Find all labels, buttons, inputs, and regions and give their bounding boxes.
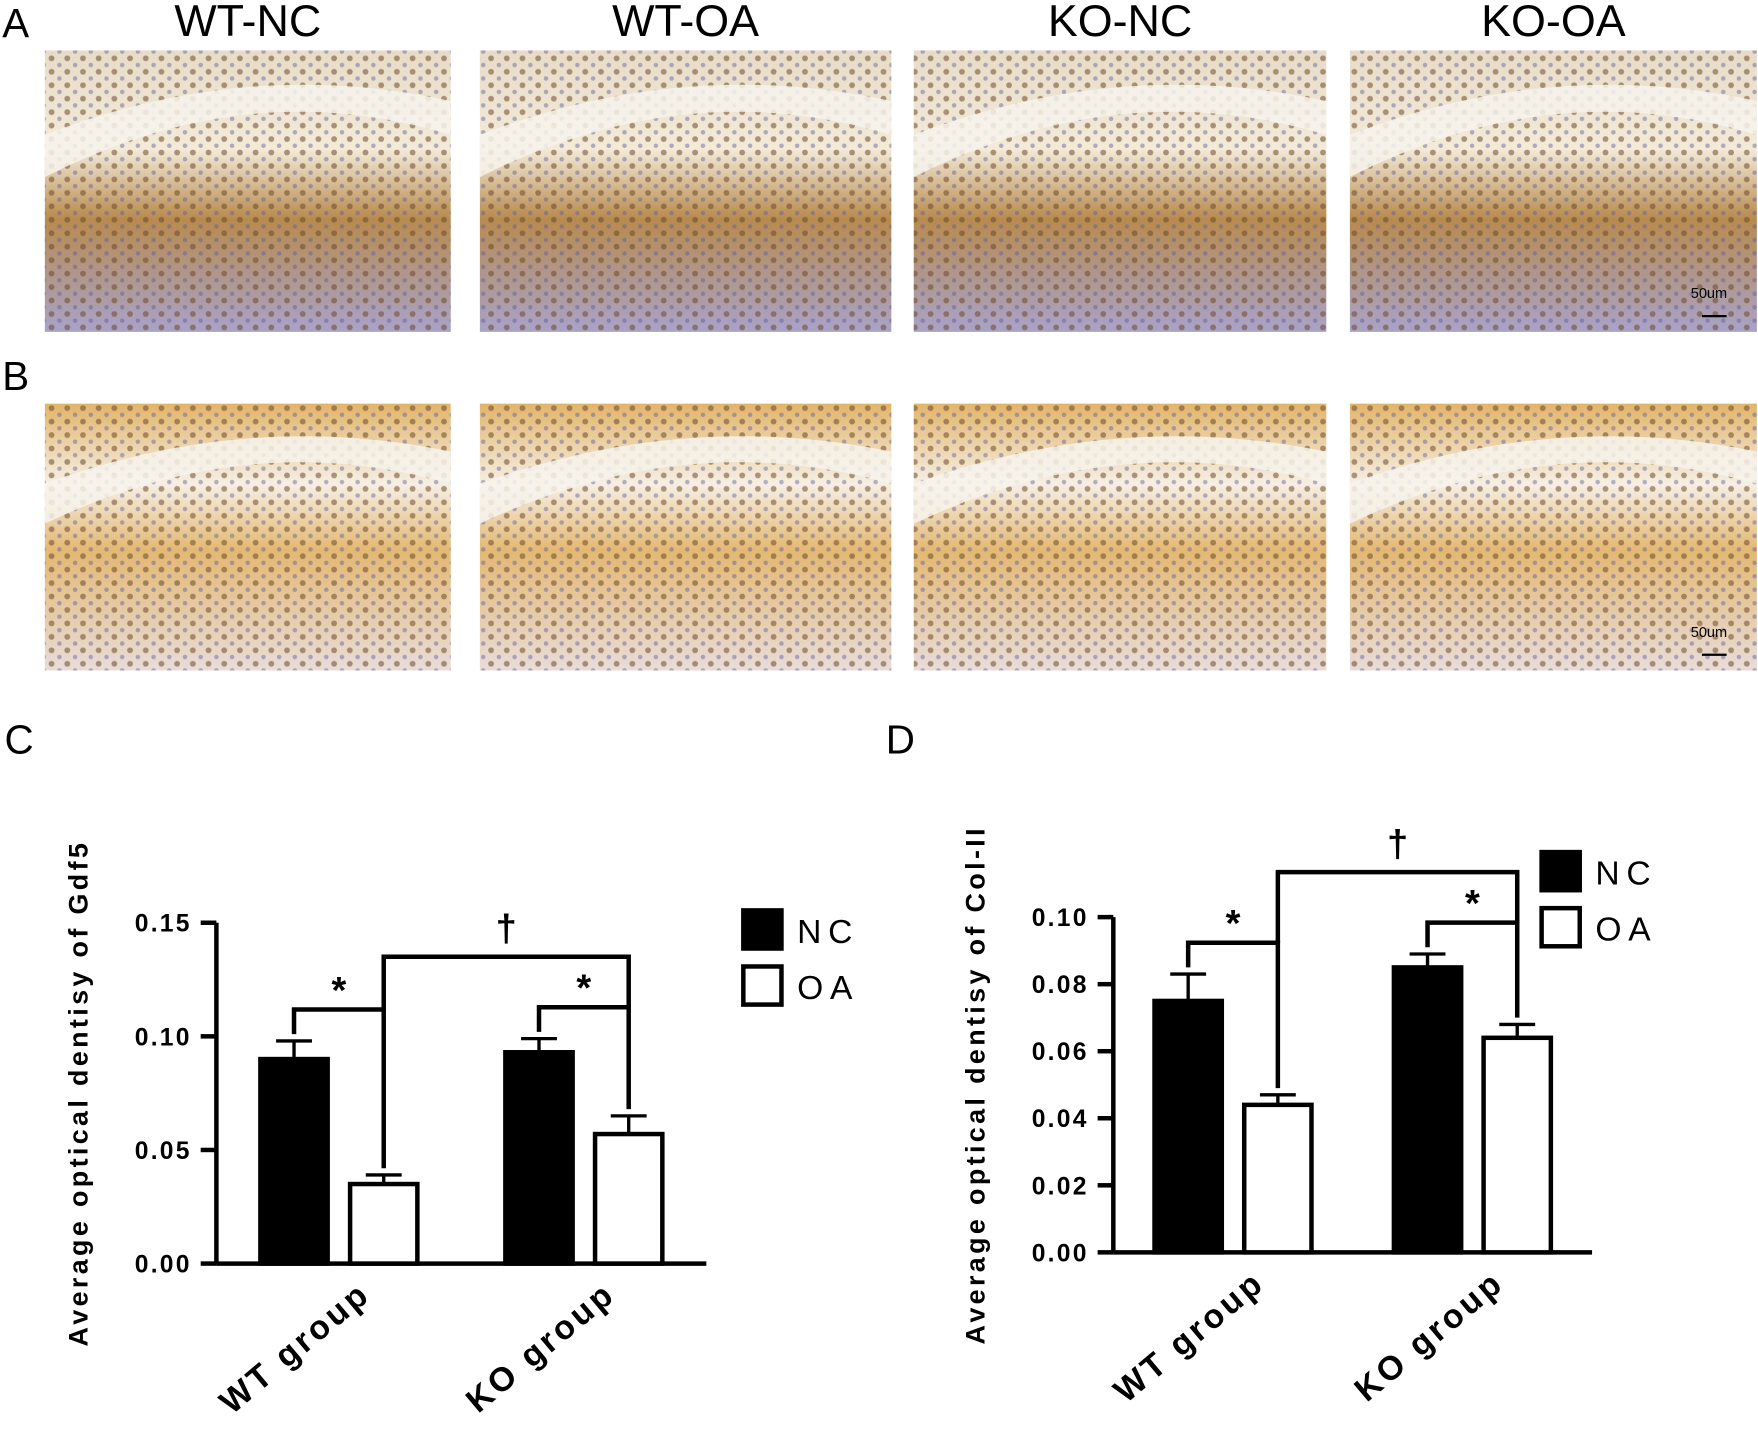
bar — [1241, 1102, 1314, 1255]
scale-label: 50um — [1691, 286, 1727, 302]
legend-swatch — [1539, 849, 1582, 893]
annotation: * — [1226, 903, 1241, 945]
legend-swatch — [1539, 905, 1582, 949]
scale-label: 50um — [1691, 625, 1727, 641]
y-axis-label: Average optical dentisy of Col-II — [960, 825, 990, 1344]
legend-label: OA — [1595, 912, 1657, 949]
column-title: KO-NC — [1048, 0, 1192, 46]
y-tick-label: 0.15 — [135, 911, 192, 938]
y-tick-label: 0.00 — [1032, 1240, 1089, 1267]
bracket — [291, 1007, 386, 1169]
column-title: KO-OA — [1481, 0, 1626, 46]
legend-label: NC — [797, 914, 859, 951]
bar — [347, 1181, 420, 1266]
bar — [1391, 965, 1464, 1255]
joint-space — [913, 436, 1327, 524]
y-axis-label: Average optical dentisy of Gdf5 — [63, 840, 93, 1347]
y-tick-label: 0.02 — [1032, 1173, 1089, 1200]
y-tick-label: 0.06 — [1032, 1039, 1089, 1066]
bracket — [536, 1004, 631, 1110]
y-tick-label: 0.05 — [135, 1138, 192, 1165]
joint-space — [913, 84, 1327, 178]
bracket — [1275, 869, 1520, 943]
bar — [258, 1056, 330, 1266]
panel-label: A — [2, 0, 29, 46]
bar — [1481, 1035, 1554, 1255]
joint-space — [44, 436, 451, 524]
joint-space — [479, 84, 892, 178]
bar — [592, 1131, 665, 1266]
legend-label: NC — [1595, 856, 1657, 893]
panel-label: B — [2, 353, 29, 399]
joint-space — [479, 436, 892, 524]
y-tick-label: 0.04 — [1032, 1106, 1089, 1133]
x-tick-label: KO group — [459, 1275, 622, 1420]
bracket — [1425, 920, 1520, 1018]
x-tick-label: WT group — [1107, 1264, 1272, 1410]
joint-space — [44, 84, 451, 178]
column-title: WT-OA — [612, 0, 759, 46]
panel-label: C — [4, 716, 33, 762]
bar — [1152, 998, 1225, 1255]
legend-label: OA — [797, 970, 859, 1007]
annotation: * — [1465, 883, 1480, 925]
y-tick-label: 0.10 — [135, 1024, 192, 1051]
x-tick-label: KO group — [1348, 1264, 1511, 1409]
bracket — [1185, 940, 1281, 1089]
panel-label: D — [886, 716, 915, 762]
y-tick-label: 0.00 — [135, 1252, 192, 1279]
micrographs — [44, 50, 1757, 671]
annotation: † — [1387, 823, 1408, 865]
x-tick-label: WT group — [213, 1275, 378, 1421]
y-tick-label: 0.10 — [1032, 905, 1089, 932]
legend-swatch — [741, 908, 784, 951]
y-tick-label: 0.08 — [1032, 972, 1089, 999]
legend-swatch — [741, 964, 784, 1007]
annotation: * — [576, 967, 591, 1009]
column-title: WT-NC — [174, 0, 321, 46]
joint-space — [1349, 436, 1757, 524]
bracket — [381, 954, 631, 1010]
bar — [503, 1050, 575, 1266]
annotation: * — [331, 970, 346, 1012]
annotation: † — [496, 908, 517, 950]
joint-space — [1349, 84, 1757, 178]
